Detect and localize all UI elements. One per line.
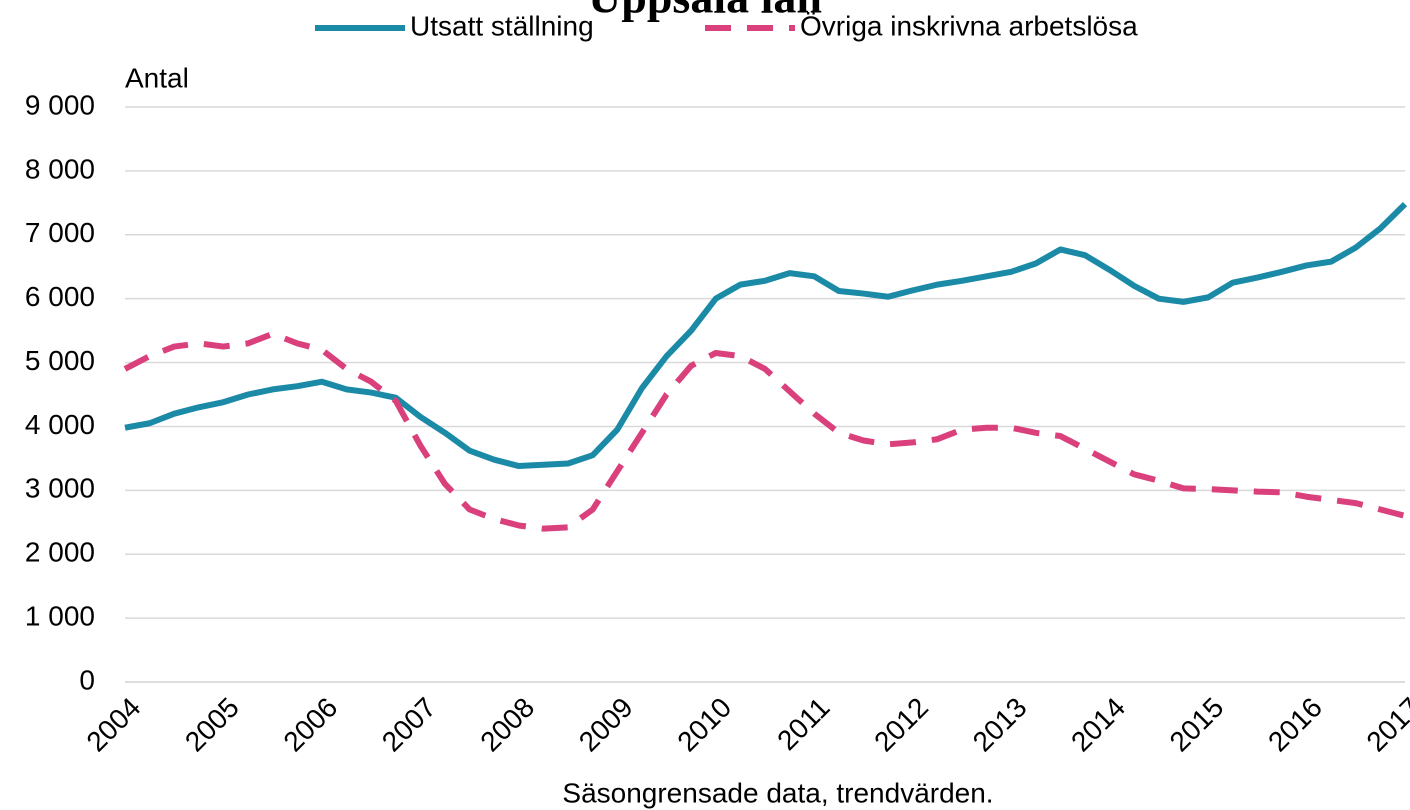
x-tick-label: 2005 bbox=[179, 692, 245, 758]
x-tick-label: 2004 bbox=[80, 692, 146, 758]
y-tick-label: 1 000 bbox=[25, 601, 95, 632]
x-tick-label: 2006 bbox=[277, 692, 343, 758]
x-tick-label: 2017 bbox=[1360, 692, 1410, 758]
line-series bbox=[124, 201, 1408, 470]
x-tick-label: 2015 bbox=[1164, 692, 1230, 758]
x-tick-label: 2013 bbox=[967, 692, 1033, 758]
y-tick-label: 2 000 bbox=[25, 537, 95, 568]
x-tick-label: 2014 bbox=[1065, 692, 1131, 758]
y-tick-label: 6 000 bbox=[25, 281, 95, 312]
y-tick-label: 7 000 bbox=[25, 217, 95, 248]
x-tick-label: 2012 bbox=[868, 692, 934, 758]
y-tick-label: 5 000 bbox=[25, 345, 95, 376]
x-tick-label: 2011 bbox=[771, 692, 836, 757]
y-axis-label: Antal bbox=[125, 62, 189, 93]
x-tick-label: 2008 bbox=[474, 692, 540, 758]
chart-title: Uppsala län bbox=[588, 0, 822, 23]
x-tick-label: 2010 bbox=[671, 692, 737, 758]
legend-label: Övriga inskrivna arbetslösa bbox=[800, 10, 1138, 41]
y-tick-label: 0 bbox=[79, 664, 95, 695]
x-tick-label: 2007 bbox=[376, 692, 442, 758]
y-tick-label: 3 000 bbox=[25, 473, 95, 504]
x-tick-label: 2009 bbox=[573, 692, 639, 758]
x-axis-label: Säsongrensade data, trendvärden. bbox=[562, 777, 993, 808]
y-tick-label: 8 000 bbox=[25, 153, 95, 184]
y-tick-label: 9 000 bbox=[25, 89, 95, 120]
x-tick-label: 2016 bbox=[1262, 692, 1328, 758]
legend-label: Utsatt ställning bbox=[410, 10, 594, 41]
line-series bbox=[123, 330, 1406, 532]
y-tick-label: 4 000 bbox=[25, 409, 95, 440]
